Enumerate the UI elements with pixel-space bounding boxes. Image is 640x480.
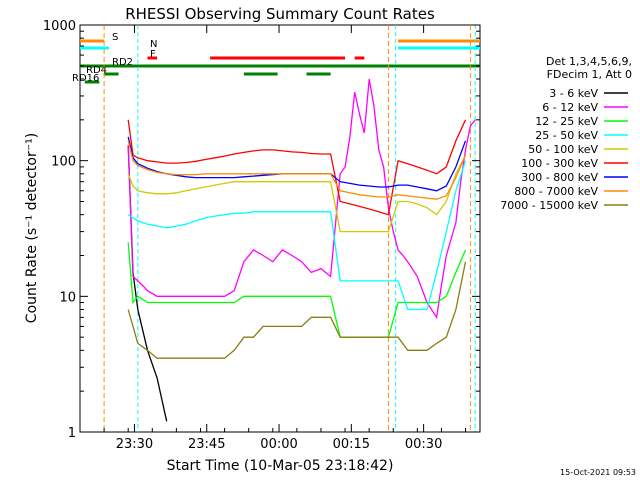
- legend-item-label: 25 - 50 keV: [535, 129, 598, 142]
- series-line-5: [127, 119, 467, 216]
- series-lines: [103, 25, 476, 432]
- x-tick-label: 23:45: [188, 437, 225, 452]
- y-tick-label: 1: [68, 426, 76, 441]
- x-tick-label: 00:00: [260, 437, 297, 452]
- y-tick-label: 1000: [43, 19, 76, 34]
- state-bar-label: N: [150, 39, 157, 50]
- state-bar-label: F: [150, 49, 156, 60]
- chart-title: RHESSI Observing Summary Count Rates: [125, 5, 435, 23]
- legend-item-label: 3 - 6 keV: [549, 87, 598, 100]
- plot-border: [79, 24, 481, 433]
- legend-header-line-1: Det 1,3,4,5,6,9,: [546, 55, 632, 68]
- legend-header-line-2: FDecim 1, Att 0: [547, 68, 632, 81]
- legend-item-label: 6 - 12 keV: [542, 101, 598, 114]
- legend-item-label: 50 - 100 keV: [528, 143, 598, 156]
- series-line-7: [127, 140, 467, 200]
- series-line-3: [127, 160, 467, 311]
- state-bar-label: RD4: [86, 65, 107, 76]
- legend-item-label: 100 - 300 keV: [521, 157, 598, 170]
- x-tick-label: 00:30: [405, 437, 442, 452]
- plot-frame: [79, 24, 481, 433]
- legend-item-label: 300 - 800 keV: [521, 171, 598, 184]
- legend-item-label: 7000 - 15000 keV: [500, 199, 598, 212]
- series-line-8: [127, 261, 467, 359]
- x-tick-label: 23:30: [116, 437, 153, 452]
- series-line-6: [127, 136, 467, 192]
- y-axis-label: Count Rate (s⁻¹ detector⁻¹): [24, 133, 40, 323]
- timestamp: 15-Oct-2021 09:53: [560, 468, 636, 477]
- y-tick-label: 100: [51, 155, 76, 170]
- series-line-4: [127, 154, 467, 233]
- y-tick-label: 10: [59, 290, 76, 305]
- series-line-2: [127, 242, 467, 338]
- axis-ticks: 1 10 100 1000 23:30 23:45 00:00 00:15 00:30: [43, 19, 480, 452]
- x-tick-label: 00:15: [333, 437, 370, 452]
- state-bar-label: RD2: [112, 57, 133, 68]
- legend: Det 1,3,4,5,6,9, FDecim 1, Att 0 3 - 6 k…: [500, 55, 632, 212]
- state-bar-label: S: [112, 32, 118, 43]
- legend-item-label: 800 - 7000 keV: [514, 185, 598, 198]
- state-bar-label: RD16: [72, 73, 99, 84]
- x-axis-label: Start Time (10-Mar-05 23:18:42): [167, 458, 394, 474]
- legend-item-label: 12 - 25 keV: [535, 115, 598, 128]
